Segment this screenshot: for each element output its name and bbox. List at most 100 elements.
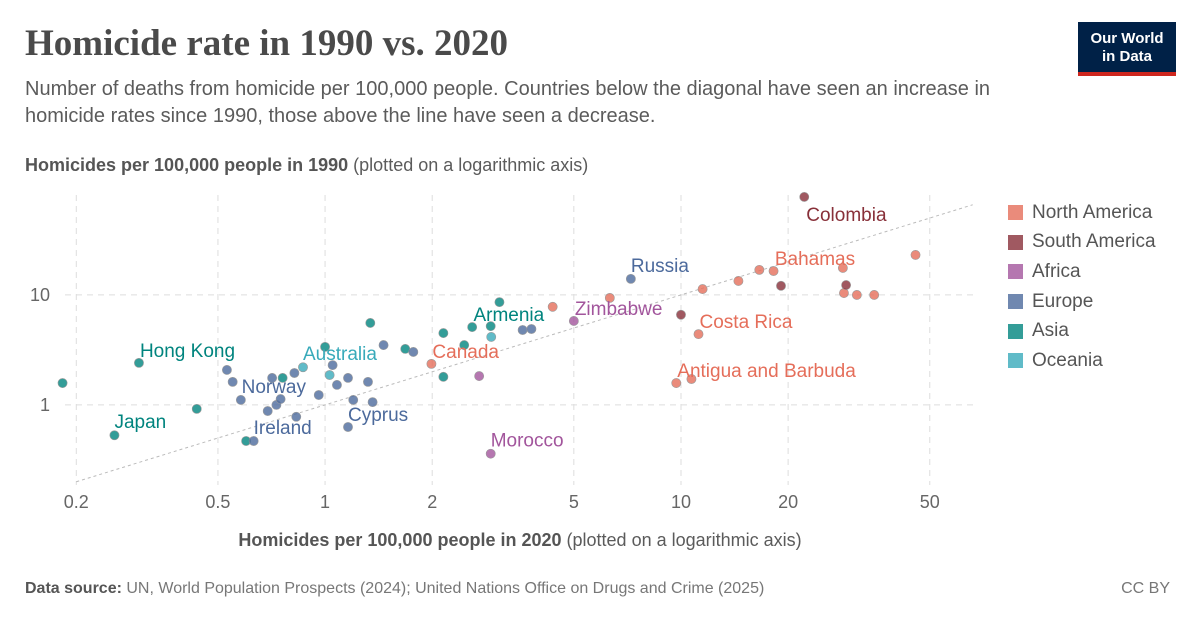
owid-logo[interactable]: Our World in Data — [1078, 22, 1176, 76]
logo-line2: in Data — [1101, 48, 1152, 65]
legend-swatch — [1008, 294, 1023, 310]
data-point — [277, 373, 288, 383]
legend-label: Africa — [1032, 260, 1081, 282]
point-label: Cyprus — [348, 405, 408, 426]
x-tick-label: 1 — [320, 492, 330, 512]
data-point — [332, 380, 342, 390]
point-label: Australia — [303, 344, 377, 365]
x-tick-label: 20 — [778, 492, 798, 512]
data-point — [343, 373, 353, 383]
data-point — [733, 276, 744, 286]
data-point — [686, 374, 697, 384]
point-label: Russia — [631, 256, 690, 277]
data-point — [837, 263, 848, 273]
data-point — [248, 436, 259, 446]
data-point — [191, 403, 202, 414]
license[interactable]: CC BY — [1121, 580, 1170, 597]
data-point — [799, 192, 810, 202]
data-point — [289, 368, 300, 378]
legend-item[interactable]: Asia — [1008, 316, 1156, 346]
data-point — [320, 341, 330, 352]
point-label: Japan — [114, 412, 166, 433]
data-point — [426, 358, 437, 369]
data-point — [776, 280, 786, 291]
point-label: Ireland — [254, 418, 312, 439]
x-tick-label: 5 — [569, 492, 579, 512]
data-point — [485, 448, 496, 459]
y-tick-label: 10 — [30, 285, 50, 305]
data-point — [625, 273, 636, 284]
x-tick-label: 0.2 — [64, 492, 89, 512]
legend-item[interactable]: Oceania — [1008, 346, 1156, 376]
legend-item[interactable]: Europe — [1008, 287, 1156, 317]
data-point — [604, 292, 615, 303]
data-point — [262, 406, 273, 416]
legend-label: North America — [1032, 201, 1153, 223]
data-point — [754, 264, 765, 275]
x-axis-label: Homicides per 100,000 people in 2020 (pl… — [0, 530, 1040, 551]
data-point — [348, 395, 359, 405]
y-tick-label: 1 — [40, 395, 50, 415]
data-point — [267, 373, 278, 383]
data-point — [568, 316, 579, 326]
data-point — [367, 397, 378, 408]
data-point — [313, 390, 324, 400]
data-point — [841, 280, 851, 290]
data-point — [517, 325, 528, 335]
legend-item[interactable]: North America — [1008, 198, 1156, 228]
x-tick-label: 10 — [671, 492, 691, 512]
x-tick-label: 0.5 — [205, 492, 230, 512]
data-point — [526, 324, 537, 334]
data-point — [298, 362, 308, 373]
data-point — [343, 422, 353, 432]
data-point — [851, 290, 862, 300]
data-point — [275, 394, 286, 404]
source-text: UN, World Population Prospects (2024); U… — [126, 580, 765, 597]
data-point — [134, 357, 144, 368]
source-label: Data source: — [25, 580, 122, 597]
chart-title: Homicide rate in 1990 vs. 2020 — [25, 23, 509, 64]
data-point — [768, 266, 779, 276]
data-point — [697, 284, 708, 294]
data-point — [324, 370, 335, 380]
data-point — [109, 430, 120, 441]
point-label: Antigua and Barbuda — [677, 361, 856, 382]
x-tick-label: 50 — [920, 492, 940, 512]
y-axis-label-main: Homicides per 100,000 people in 1990 — [25, 155, 349, 175]
data-point — [676, 309, 686, 320]
data-point — [693, 329, 704, 340]
point-label: Morocco — [491, 431, 564, 452]
data-point — [494, 297, 505, 308]
data-point — [222, 365, 232, 375]
x-axis-label-main: Homicides per 100,000 people in 2020 — [238, 530, 562, 550]
x-axis-label-note: (plotted on a logarithmic axis) — [566, 530, 802, 550]
data-point — [438, 328, 449, 338]
legend-swatch — [1008, 323, 1023, 339]
data-point — [474, 371, 485, 381]
data-point — [57, 378, 68, 388]
data-point — [547, 301, 558, 312]
legend-label: Oceania — [1032, 349, 1103, 371]
data-point — [227, 376, 238, 387]
point-label: Canada — [432, 342, 499, 363]
legend-item[interactable]: South America — [1008, 228, 1156, 258]
data-point — [485, 321, 496, 332]
data-point — [486, 332, 497, 342]
data-point — [839, 288, 849, 298]
legend-label: Asia — [1032, 320, 1069, 342]
point-label: Colombia — [806, 205, 887, 226]
data-point — [327, 360, 338, 371]
y-axis-label: Homicides per 100,000 people in 1990 (pl… — [25, 155, 588, 176]
point-label: Hong Kong — [140, 341, 235, 362]
data-point — [910, 250, 921, 260]
data-point — [291, 411, 302, 422]
data-point — [671, 378, 682, 388]
diagonal-reference-line — [76, 204, 973, 483]
legend-item[interactable]: Africa — [1008, 257, 1156, 287]
legend-label: Europe — [1032, 290, 1094, 312]
data-point — [459, 340, 470, 350]
chart-subtitle: Number of deaths from homicide per 100,0… — [25, 78, 991, 127]
legend-swatch — [1008, 264, 1023, 280]
